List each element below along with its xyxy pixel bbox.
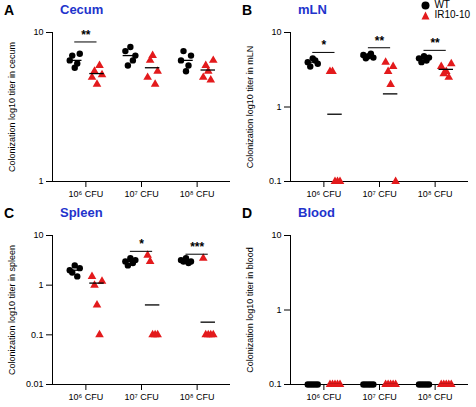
svg-text:10: 10 bbox=[33, 27, 43, 37]
svg-text:*: * bbox=[322, 38, 327, 52]
html-text:C: C bbox=[4, 205, 15, 221]
svg-text:10⁶ CFU: 10⁶ CFU bbox=[307, 189, 342, 199]
svg-text:10⁸ CFU: 10⁸ CFU bbox=[418, 189, 453, 199]
svg-text:10⁸ CFU: 10⁸ CFU bbox=[180, 189, 215, 199]
html-text:A: A bbox=[4, 2, 15, 18]
svg-text:1: 1 bbox=[276, 102, 281, 112]
svg-text:Colonization log10 titer in sp: Colonization log10 titer in spleen bbox=[7, 245, 17, 375]
html-text:D: D bbox=[242, 205, 253, 221]
svg-text:10⁶ CFU: 10⁶ CFU bbox=[69, 392, 104, 402]
svg-text:10⁷ CFU: 10⁷ CFU bbox=[124, 189, 158, 199]
svg-text:0.01: 0.01 bbox=[26, 379, 44, 389]
svg-text:10⁷ CFU: 10⁷ CFU bbox=[124, 392, 158, 402]
html-text:IR10-10: IR10-10 bbox=[434, 9, 470, 20]
html-text:mLN: mLN bbox=[298, 2, 327, 17]
svg-text:10⁷ CFU: 10⁷ CFU bbox=[362, 392, 396, 402]
html-text:Cecum: Cecum bbox=[60, 2, 104, 17]
svg-text:**: ** bbox=[430, 36, 440, 50]
svg-text:10⁶ CFU: 10⁶ CFU bbox=[307, 392, 342, 402]
html-text:Spleen: Spleen bbox=[60, 205, 103, 220]
html-text:B: B bbox=[242, 2, 253, 18]
svg-text:Colonization log10 titer in mL: Colonization log10 titer in mLN bbox=[245, 46, 255, 169]
svg-text:10⁸ CFU: 10⁸ CFU bbox=[180, 392, 215, 402]
svg-text:1: 1 bbox=[38, 176, 43, 186]
html-text:Blood: Blood bbox=[298, 205, 335, 220]
svg-text:**: ** bbox=[81, 28, 91, 42]
svg-text:0.1: 0.1 bbox=[269, 176, 282, 186]
svg-text:10: 10 bbox=[271, 27, 281, 37]
html-text:WT: WT bbox=[434, 0, 450, 10]
svg-text:Colonization log10 titer in ce: Colonization log10 titer in cecum bbox=[7, 42, 17, 172]
svg-text:***: *** bbox=[190, 240, 204, 254]
svg-text:*: * bbox=[139, 237, 144, 251]
svg-text:Colonization log10 titer in bl: Colonization log10 titer in blood bbox=[245, 247, 255, 373]
svg-text:10⁸ CFU: 10⁸ CFU bbox=[418, 392, 453, 402]
svg-text:10⁷ CFU: 10⁷ CFU bbox=[362, 189, 396, 199]
svg-text:0.1: 0.1 bbox=[31, 330, 44, 340]
svg-text:10: 10 bbox=[33, 230, 43, 240]
svg-text:1: 1 bbox=[38, 280, 43, 290]
svg-text:**: ** bbox=[375, 34, 385, 48]
svg-text:1: 1 bbox=[276, 305, 281, 315]
svg-text:10: 10 bbox=[271, 230, 281, 240]
svg-text:10⁶ CFU: 10⁶ CFU bbox=[69, 189, 104, 199]
svg-text:0.1: 0.1 bbox=[269, 379, 282, 389]
